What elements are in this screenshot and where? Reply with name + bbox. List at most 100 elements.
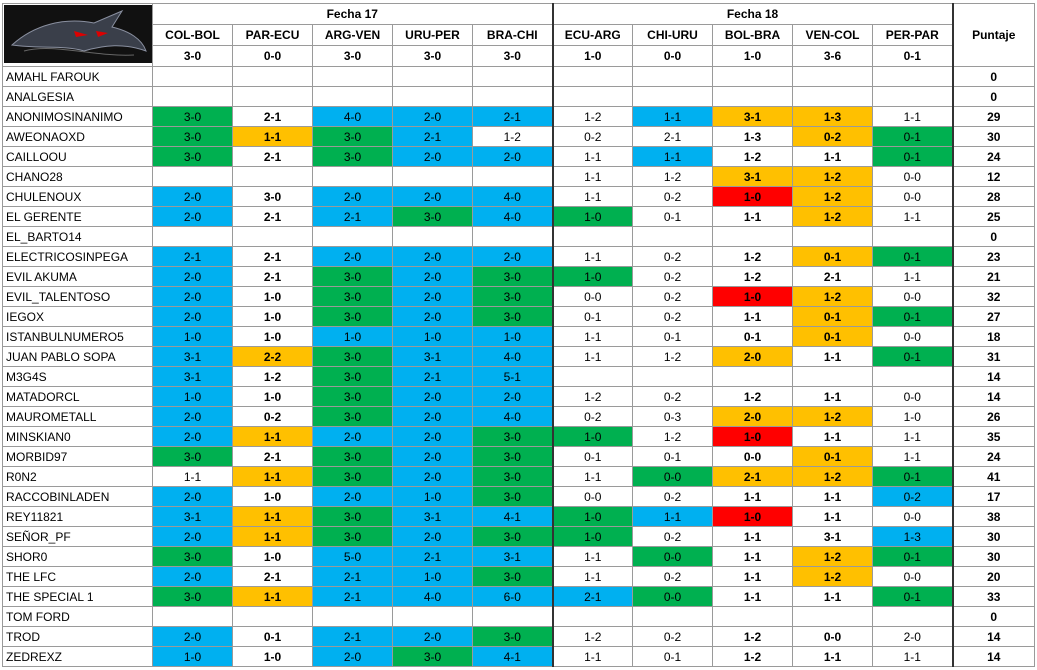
pick-cell: 1-0 xyxy=(152,646,233,667)
pick-cell: 2-0 xyxy=(472,386,553,407)
score-cell: 30 xyxy=(951,126,1035,147)
pick-cell: 3-0 xyxy=(472,266,553,287)
player-name: ANALGESIA xyxy=(2,86,153,107)
pick-cell: 0-1 xyxy=(792,306,873,327)
pick-cell: 2-0 xyxy=(392,266,473,287)
score-cell: 21 xyxy=(951,266,1035,287)
pick-cell: 2-1 xyxy=(152,246,233,267)
player-name: M3G4S xyxy=(2,366,153,387)
score-cell: 26 xyxy=(951,406,1035,427)
match-name: CHI-URU xyxy=(632,24,713,46)
pick-cell xyxy=(632,86,713,107)
pick-cell: 1-0 xyxy=(392,326,473,347)
score-cell: 28 xyxy=(951,186,1035,207)
player-row: MORBID97 3-0 2-1 3-0 2-0 3-0 0-1 0-1 0-0 0-1 1-1 24 xyxy=(2,446,1035,467)
pick-cell: 2-1 xyxy=(632,126,713,147)
score-cell: 27 xyxy=(951,306,1035,327)
pick-cell: 1-0 xyxy=(472,326,553,347)
pick-cell: 3-0 xyxy=(472,466,553,487)
match-result: 3-0 xyxy=(312,45,393,67)
pick-cell: 2-1 xyxy=(232,106,313,127)
match-name: ARG-VEN xyxy=(312,24,393,46)
pick-cell: 1-0 xyxy=(551,206,633,227)
pick-cell: 0-2 xyxy=(632,306,713,327)
score-cell: 0 xyxy=(951,226,1035,247)
pick-cell: 3-0 xyxy=(392,206,473,227)
pick-cell: 1-1 xyxy=(792,506,873,527)
pick-cell xyxy=(712,606,793,627)
pick-cell xyxy=(312,86,393,107)
player-name: AWEONAOXD xyxy=(2,126,153,147)
match-result: 3-0 xyxy=(472,45,553,67)
pick-cell: 2-1 xyxy=(312,206,393,227)
player-name: THE LFC xyxy=(2,566,153,587)
pick-cell: 3-0 xyxy=(312,286,393,307)
pick-cell: 1-2 xyxy=(792,466,873,487)
pick-cell: 1-0 xyxy=(392,486,473,507)
pick-cell: 2-1 xyxy=(232,246,313,267)
pick-cell: 1-0 xyxy=(551,506,633,527)
pick-cell: 3-0 xyxy=(312,266,393,287)
pick-cell: 3-0 xyxy=(312,126,393,147)
pick-cell xyxy=(632,366,713,387)
player-row: THE LFC 2-0 2-1 2-1 1-0 3-0 1-1 0-2 1-1 1-2 0-0 20 xyxy=(2,566,1035,587)
pick-cell: 1-1 xyxy=(232,466,313,487)
pick-cell: 1-1 xyxy=(712,486,793,507)
player-name: JUAN PABLO SOPA xyxy=(2,346,153,367)
pick-cell: 1-1 xyxy=(551,346,633,367)
score-cell: 25 xyxy=(951,206,1035,227)
score-cell: 20 xyxy=(951,566,1035,587)
score-cell: 0 xyxy=(951,66,1035,87)
pick-cell: 3-0 xyxy=(472,446,553,467)
pick-cell: 3-0 xyxy=(312,146,393,167)
match-result: 3-0 xyxy=(152,45,233,67)
pick-cell: 2-0 xyxy=(392,426,473,447)
pick-cell xyxy=(632,606,713,627)
player-name: EVIL_TALENTOSO xyxy=(2,286,153,307)
score-cell: 33 xyxy=(951,586,1035,607)
pick-cell: 1-2 xyxy=(712,626,793,647)
match-result: 3-0 xyxy=(392,45,473,67)
pick-cell: 1-1 xyxy=(712,546,793,567)
pick-cell: 0-0 xyxy=(632,586,713,607)
pick-cell xyxy=(232,86,313,107)
pick-cell: 0-0 xyxy=(792,626,873,647)
pick-cell: 5-0 xyxy=(312,546,393,567)
pick-cell xyxy=(232,166,313,187)
player-row: MINSKIAN0 2-0 1-1 2-0 2-0 3-0 1-0 1-2 1-0 1-1 1-1 3… xyxy=(2,426,1035,447)
pick-cell xyxy=(792,226,873,247)
player-row: THE SPECIAL 1 3-0 1-1 2-1 4-0 6-0 2-1 0-0 1-1 1-1… xyxy=(2,586,1035,607)
pick-cell: 2-0 xyxy=(152,306,233,327)
player-name: ISTANBULNUMERO5 xyxy=(2,326,153,347)
pick-cell: 2-1 xyxy=(232,206,313,227)
pick-cell: 0-0 xyxy=(872,566,953,587)
pick-cell: 1-1 xyxy=(551,166,633,187)
pick-cell: 2-1 xyxy=(392,546,473,567)
pick-cell: 1-1 xyxy=(792,386,873,407)
pick-cell: 1-1 xyxy=(872,446,953,467)
player-name: EVIL AKUMA xyxy=(2,266,153,287)
match-name: PAR-ECU xyxy=(232,24,313,46)
pick-cell: 1-1 xyxy=(712,566,793,587)
pick-cell: 1-2 xyxy=(551,106,633,127)
match-name: COL-BOL xyxy=(152,24,233,46)
player-name: MORBID97 xyxy=(2,446,153,467)
pick-cell: 2-1 xyxy=(232,446,313,467)
pick-cell: 1-0 xyxy=(551,426,633,447)
pick-cell: 1-1 xyxy=(872,426,953,447)
match-result: 0-0 xyxy=(232,45,313,67)
score-cell: 23 xyxy=(951,246,1035,267)
pick-cell: 0-2 xyxy=(632,386,713,407)
score-cell: 31 xyxy=(951,346,1035,367)
pick-cell: 1-1 xyxy=(792,146,873,167)
player-name: TROD xyxy=(2,626,153,647)
pick-cell xyxy=(152,166,233,187)
pick-cell xyxy=(551,366,633,387)
pick-cell xyxy=(232,66,313,87)
pick-cell: 0-1 xyxy=(872,306,953,327)
pick-cell: 4-0 xyxy=(392,586,473,607)
pick-cell: 0-1 xyxy=(551,446,633,467)
logo-image xyxy=(3,4,152,63)
player-name: CHULENOUX xyxy=(2,186,153,207)
